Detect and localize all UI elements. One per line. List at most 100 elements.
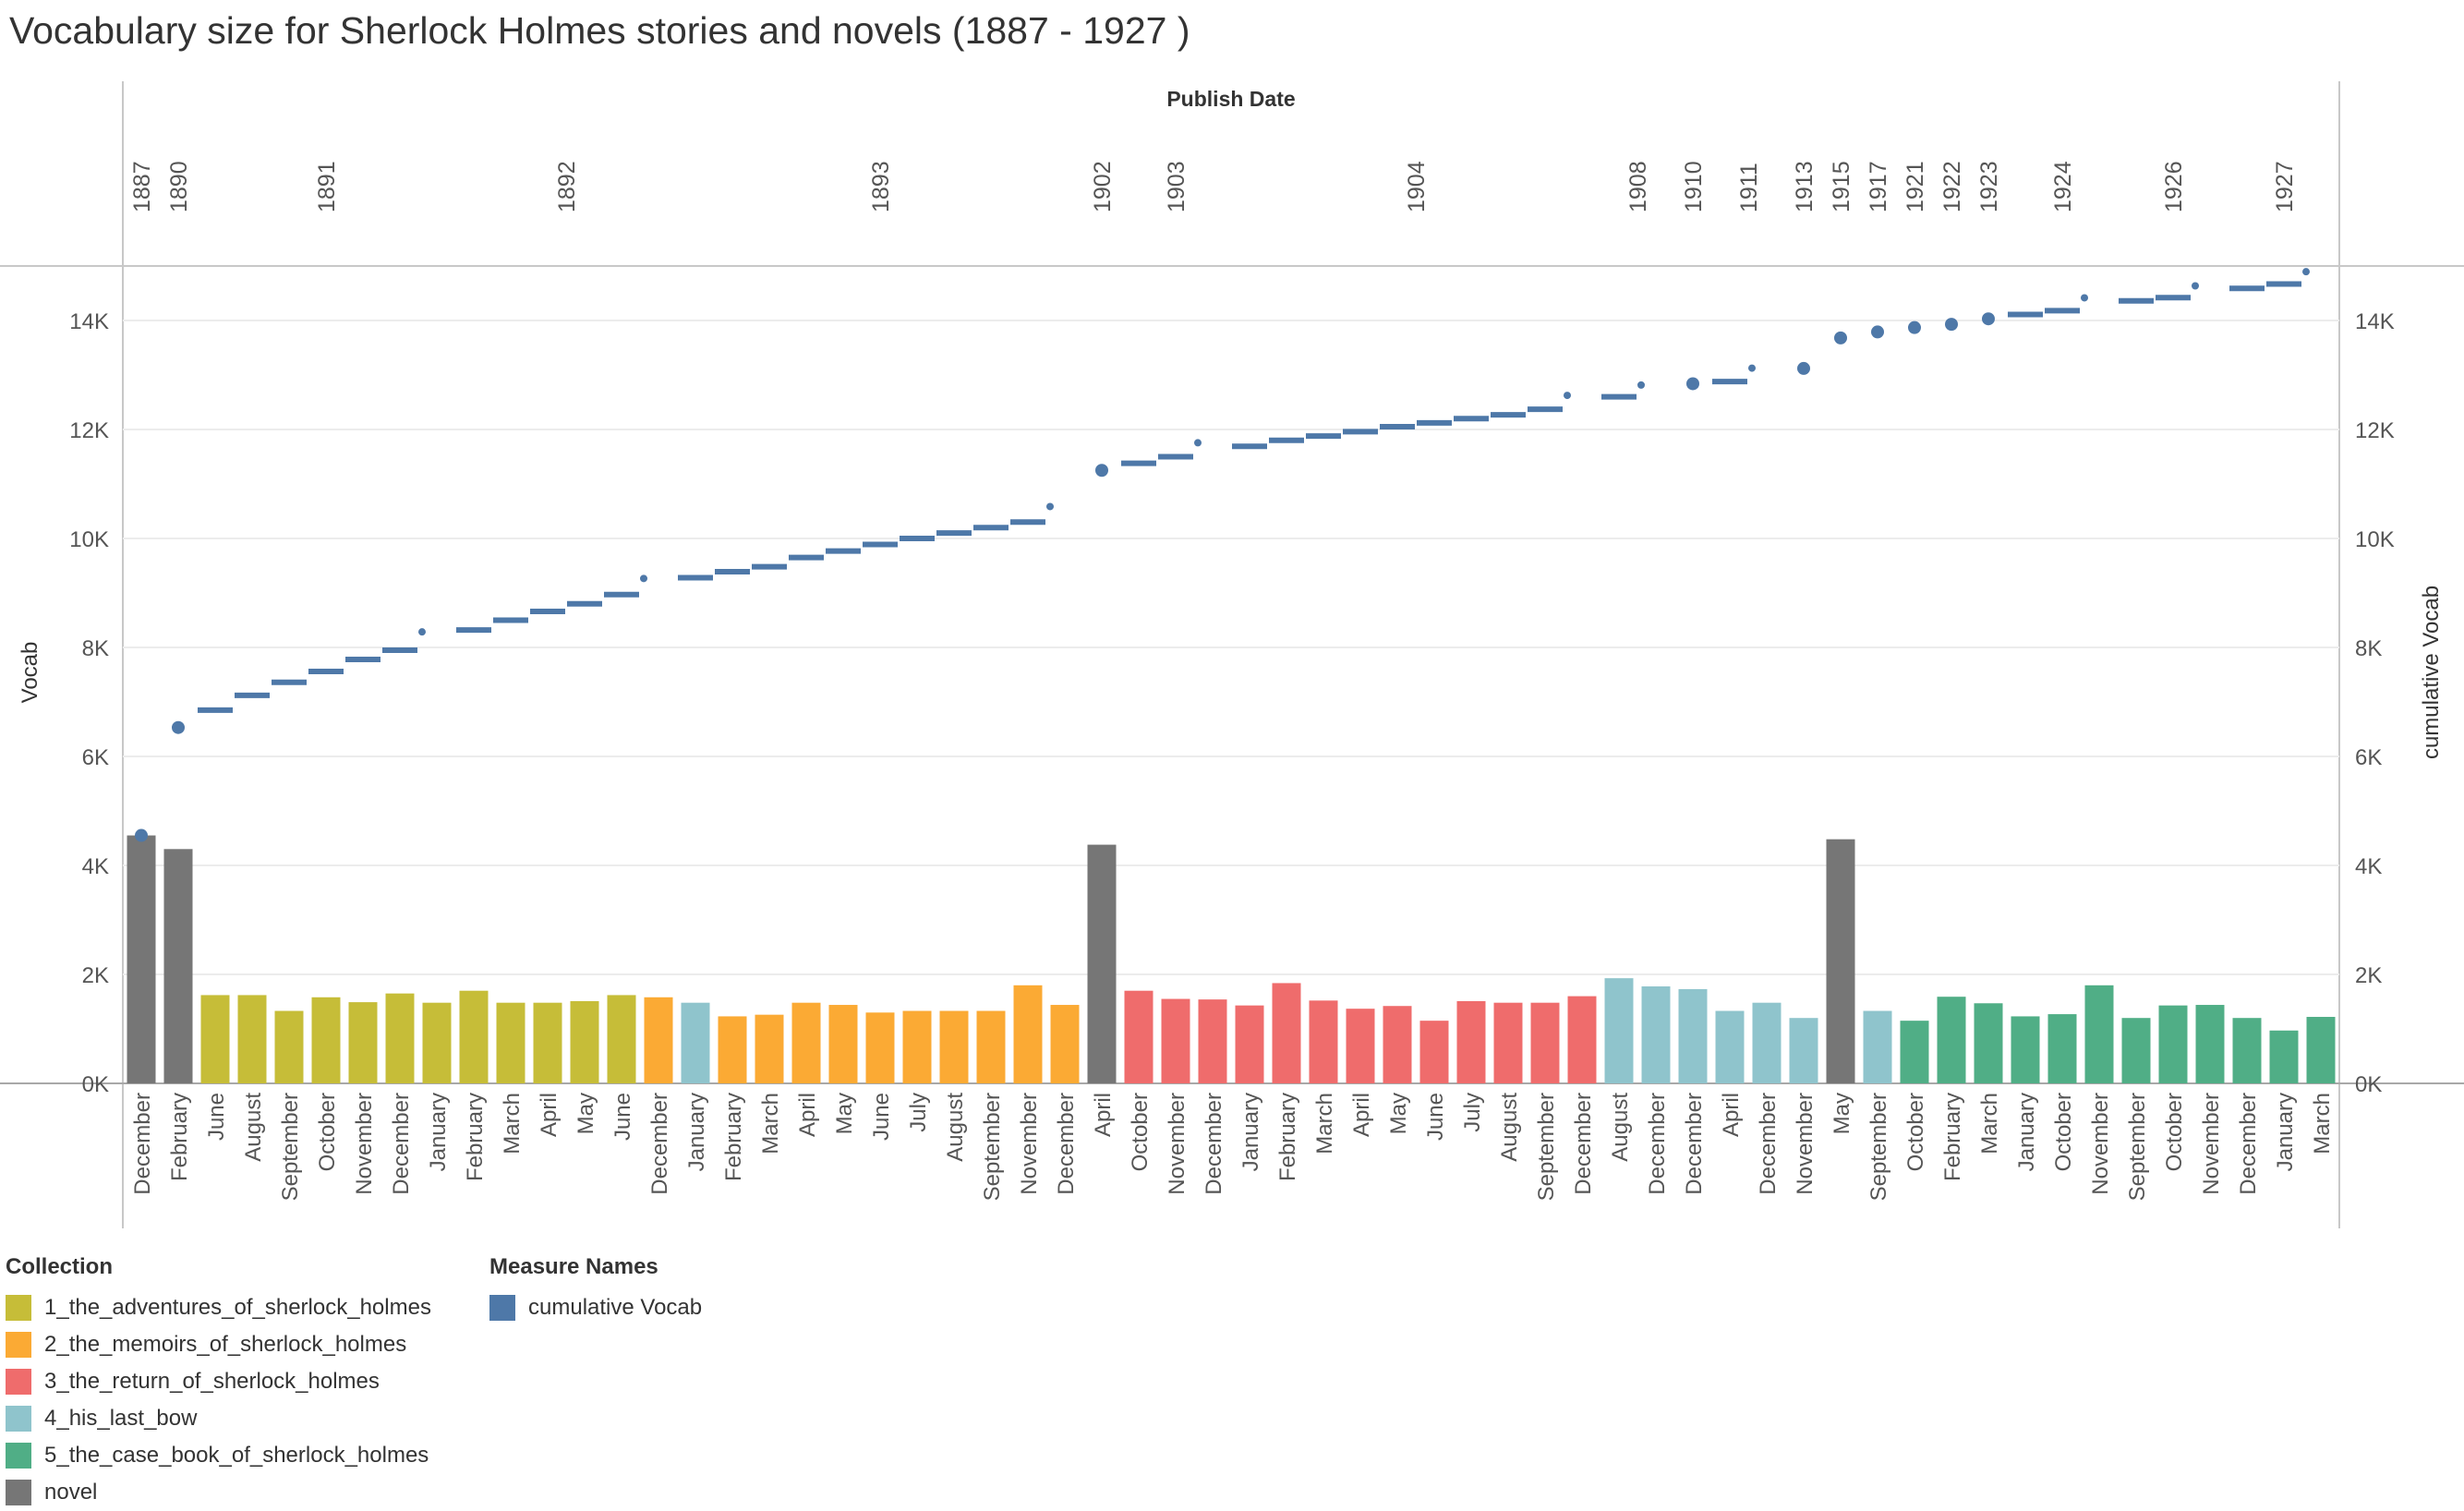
month-label: February xyxy=(167,1093,192,1181)
vocab-bar xyxy=(1419,1021,1449,1083)
y-tick-right: 6K xyxy=(2355,745,2382,770)
month-label: December xyxy=(1571,1093,1596,1195)
y-tick-left: 12K xyxy=(69,418,109,443)
vocab-bar xyxy=(274,1010,304,1083)
legend-label: 2_the_memoirs_of_sherlock_holmes xyxy=(44,1332,407,1357)
month-label: March xyxy=(2310,1093,2335,1154)
vocab-bar xyxy=(1863,1010,1892,1083)
legend-swatch xyxy=(6,1295,31,1321)
vocab-bar xyxy=(791,1002,821,1083)
grid-lines xyxy=(123,320,2339,975)
y-axis-label-left: Vocab xyxy=(18,642,42,704)
vocab-bar xyxy=(1752,1002,1782,1083)
y-tick-right: 4K xyxy=(2355,854,2382,879)
cumulative-point xyxy=(1748,364,1756,372)
y-tick-right: 14K xyxy=(2355,309,2395,334)
y-tick-left: 2K xyxy=(82,963,109,988)
y-tick-left: 6K xyxy=(82,745,109,770)
y-tick-left: 4K xyxy=(82,854,109,879)
year-label: 1892 xyxy=(554,161,580,212)
cumulative-point xyxy=(135,828,148,842)
legend-item[interactable]: 4_his_last_bow xyxy=(6,1400,431,1437)
vocab-bar xyxy=(607,995,636,1083)
vocab-bar xyxy=(163,849,193,1083)
y-axis-label-right: cumulative Vocab xyxy=(2419,586,2444,759)
cumulative-point xyxy=(1982,312,1995,326)
legend-item[interactable]: 2_the_memoirs_of_sherlock_holmes xyxy=(6,1326,431,1363)
legend-swatch xyxy=(6,1480,31,1505)
cumulative-point xyxy=(1095,464,1108,477)
y-tick-left: 8K xyxy=(82,636,109,661)
month-labels: December February June August September Octob… xyxy=(130,1093,2335,1202)
month-label: November xyxy=(1793,1093,1818,1195)
year-label: 1917 xyxy=(1866,161,1891,212)
month-label: January xyxy=(1238,1093,1263,1171)
cumulative-point xyxy=(2302,268,2310,276)
vocab-bar xyxy=(385,993,415,1083)
legend-item[interactable]: 5_the_case_book_of_sherlock_holmes xyxy=(6,1437,431,1474)
vocab-bars xyxy=(127,835,2336,1083)
y-tick-right: 12K xyxy=(2355,418,2395,443)
month-label: May xyxy=(574,1093,598,1134)
vocab-bar xyxy=(200,995,230,1083)
month-label: June xyxy=(1423,1093,1448,1141)
month-label: March xyxy=(1977,1093,2002,1154)
cumulative-point xyxy=(640,574,647,583)
legend-label: cumulative Vocab xyxy=(528,1295,703,1320)
vocab-bar xyxy=(1937,997,1966,1083)
vocab-bar xyxy=(1309,1000,1338,1083)
vocab-bar xyxy=(2121,1018,2151,1083)
vocab-bar xyxy=(2269,1030,2299,1083)
vocab-bar xyxy=(1974,1003,2003,1083)
month-label: February xyxy=(463,1093,488,1181)
cumulative-point xyxy=(1834,331,1847,345)
vocab-bar xyxy=(2232,1018,2262,1083)
year-label: 1915 xyxy=(1829,161,1854,212)
cumulative-point xyxy=(1871,325,1884,339)
cumulative-point xyxy=(1945,318,1958,332)
vocab-bar xyxy=(718,1016,747,1083)
month-label: January xyxy=(426,1093,451,1171)
month-label: April xyxy=(1719,1093,1744,1137)
year-label: 1890 xyxy=(166,161,192,212)
vocab-bar xyxy=(1456,1000,1486,1083)
y-tick-left: 0K xyxy=(82,1072,109,1097)
legend-item[interactable]: 1_the_adventures_of_sherlock_holmes xyxy=(6,1289,431,1326)
month-label: February xyxy=(1275,1093,1300,1181)
vocab-bar xyxy=(1272,983,1301,1083)
month-label: July xyxy=(906,1093,931,1132)
month-label: June xyxy=(610,1093,635,1141)
legend-collection: Collection 1_the_adventures_of_sherlock_… xyxy=(6,1254,431,1511)
vocab-chart: 0K 0K 2K 2K 4K 4K 6K 6K 8K 8K 10K 10K 12K 12K 14K 14K 1… xyxy=(0,81,2464,1228)
cumulative-point xyxy=(2192,282,2199,290)
month-label: May xyxy=(1830,1093,1854,1134)
vocab-bar xyxy=(828,1005,858,1083)
vocab-bar xyxy=(1198,999,1227,1083)
vocab-bar xyxy=(1087,844,1117,1083)
vocab-bar xyxy=(1715,1010,1745,1083)
legend-item[interactable]: cumulative Vocab xyxy=(489,1289,702,1326)
vocab-bar xyxy=(2306,1017,2336,1083)
vocab-bar xyxy=(1826,839,1855,1083)
legend-item[interactable]: novel xyxy=(6,1474,431,1511)
year-label: 1908 xyxy=(1625,161,1651,212)
cumulative-point xyxy=(172,720,185,734)
month-label: October xyxy=(1128,1093,1153,1171)
legend-swatch xyxy=(6,1443,31,1469)
vocab-bar xyxy=(127,835,156,1083)
month-label: November xyxy=(1017,1093,1042,1195)
month-label: March xyxy=(1312,1093,1337,1154)
year-label: 1926 xyxy=(2161,161,2187,212)
legend-item[interactable]: 3_the_return_of_sherlock_holmes xyxy=(6,1363,431,1400)
legend-label: 3_the_return_of_sherlock_holmes xyxy=(44,1369,380,1394)
cumulative-point xyxy=(1686,377,1699,391)
vocab-bar xyxy=(2047,1014,2077,1083)
vocab-bar xyxy=(1604,978,1634,1083)
vocab-bar xyxy=(2158,1005,2188,1083)
month-label: April xyxy=(1091,1093,1116,1137)
month-label: April xyxy=(1349,1093,1374,1137)
vocab-bar xyxy=(2084,985,2114,1083)
vocab-bar xyxy=(422,1002,452,1083)
vocab-bar xyxy=(644,997,673,1083)
year-label: 1911 xyxy=(1736,163,1762,212)
